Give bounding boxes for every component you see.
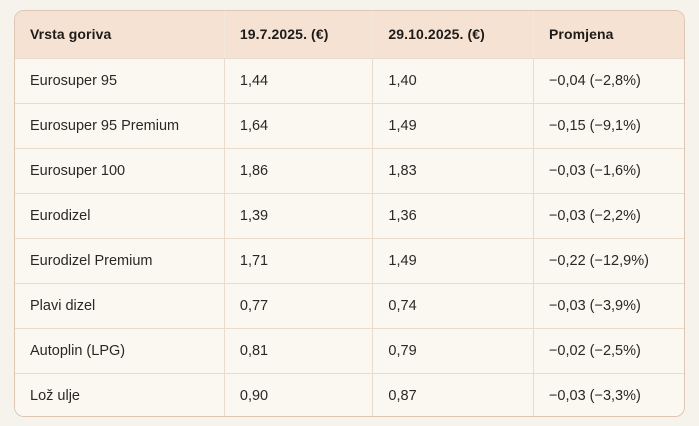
price-cell: 1,83 — [372, 148, 534, 194]
price-cell: 1,49 — [372, 103, 534, 149]
change-cell: −0,03 (−1,6%) — [533, 148, 684, 194]
change-cell: −0,04 (−2,8%) — [533, 58, 684, 104]
table-row: Autoplin (LPG) 0,81 0,79 −0,02 (−2,5%) — [15, 328, 684, 374]
change-cell: −0,15 (−9,1%) — [533, 103, 684, 149]
price-cell: 0,77 — [224, 283, 374, 329]
price-cell: 1,64 — [224, 103, 374, 149]
change-cell: −0,03 (−3,3%) — [533, 373, 684, 416]
change-cell: −0,22 (−12,9%) — [533, 238, 684, 284]
price-cell: 1,40 — [372, 58, 534, 104]
price-cell: 1,44 — [224, 58, 374, 104]
fuel-type-cell: Lož ulje — [15, 373, 225, 416]
price-cell: 1,71 — [224, 238, 374, 284]
price-cell: 0,81 — [224, 328, 374, 374]
table-row: Eurosuper 95 1,44 1,40 −0,04 (−2,8%) — [15, 58, 684, 104]
price-cell: 0,87 — [372, 373, 534, 416]
price-cell: 1,49 — [372, 238, 534, 284]
price-cell: 0,90 — [224, 373, 374, 416]
column-header: 29.10.2025. (€) — [372, 11, 534, 59]
table-body: Eurosuper 95 1,44 1,40 −0,04 (−2,8%) Eurosup… — [15, 58, 684, 416]
price-cell: 1,36 — [372, 193, 534, 239]
column-header: Vrsta goriva — [15, 11, 225, 59]
table-header: Vrsta goriva 19.7.2025. (€) 29.10.2025. (€… — [15, 11, 684, 59]
price-cell: 1,39 — [224, 193, 374, 239]
fuel-type-cell: Eurosuper 95 Premium — [15, 103, 225, 149]
table-row: Eurosuper 95 Premium 1,64 1,49 −0,15 (−9,1%… — [15, 103, 684, 149]
price-cell: 0,74 — [372, 283, 534, 329]
fuel-type-cell: Plavi dizel — [15, 283, 225, 329]
column-header: Promjena — [533, 11, 684, 59]
table-row: Eurosuper 100 1,86 1,83 −0,03 (−1,6%) — [15, 148, 684, 194]
column-header: 19.7.2025. (€) — [224, 11, 374, 59]
fuel-type-cell: Eurosuper 95 — [15, 58, 225, 104]
fuel-type-cell: Eurodizel Premium — [15, 238, 225, 284]
table-row: Eurodizel Premium 1,71 1,49 −0,22 (−12,9%) — [15, 238, 684, 284]
table-row: Lož ulje 0,90 0,87 −0,03 (−3,3%) — [15, 373, 684, 416]
fuel-type-cell: Autoplin (LPG) — [15, 328, 225, 374]
fuel-price-table-container: Vrsta goriva 19.7.2025. (€) 29.10.2025. (€… — [14, 10, 685, 417]
change-cell: −0,03 (−2,2%) — [533, 193, 684, 239]
change-cell: −0,03 (−3,9%) — [533, 283, 684, 329]
change-cell: −0,02 (−2,5%) — [533, 328, 684, 374]
fuel-price-table: Vrsta goriva 19.7.2025. (€) 29.10.2025. (€… — [15, 11, 684, 416]
fuel-type-cell: Eurodizel — [15, 193, 225, 239]
table-row: Plavi dizel 0,77 0,74 −0,03 (−3,9%) — [15, 283, 684, 329]
price-cell: 0,79 — [372, 328, 534, 374]
header-row: Vrsta goriva 19.7.2025. (€) 29.10.2025. (€… — [15, 11, 684, 59]
fuel-type-cell: Eurosuper 100 — [15, 148, 225, 194]
table-row: Eurodizel 1,39 1,36 −0,03 (−2,2%) — [15, 193, 684, 239]
price-cell: 1,86 — [224, 148, 374, 194]
